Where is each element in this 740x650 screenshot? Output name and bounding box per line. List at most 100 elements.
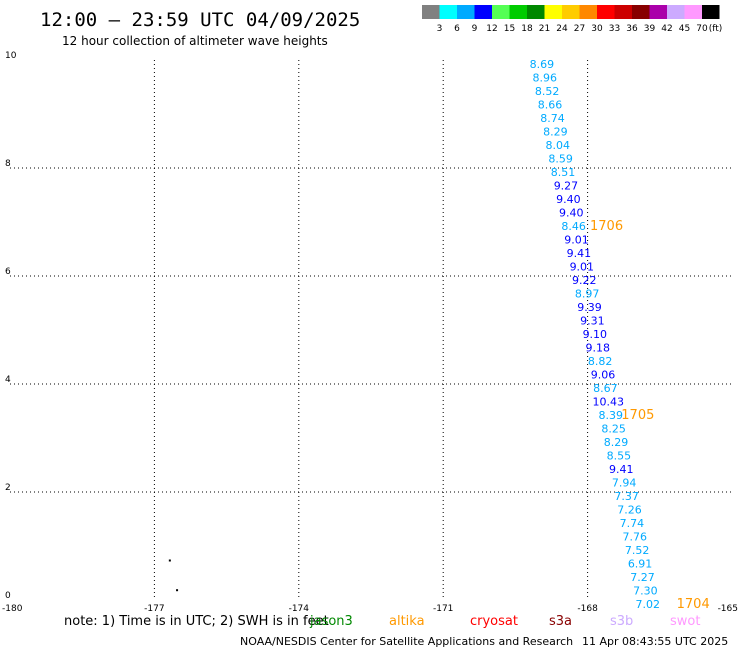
- wave-height-value: 9.27: [554, 180, 579, 193]
- land-markers: [168, 559, 179, 592]
- y-tick-label: 2: [5, 483, 11, 493]
- wave-height-value: 9.40: [559, 207, 584, 220]
- wave-height-value: 9.41: [567, 247, 592, 260]
- legend-swatch: [667, 5, 685, 19]
- x-tick-label: -180: [2, 604, 23, 614]
- wave-height-value: 8.51: [551, 166, 576, 179]
- legend-label: 12: [486, 24, 497, 34]
- legend-swatch: [562, 5, 580, 19]
- legend-label: 39: [644, 24, 656, 34]
- wave-height-value: 9.06: [591, 369, 616, 382]
- pass-number-label: 1705: [621, 408, 654, 423]
- y-tick-label: 10: [5, 51, 17, 61]
- satellite-label: s3b: [610, 614, 633, 629]
- wave-height-value: 8.55: [607, 450, 632, 463]
- legend-swatch: [492, 5, 510, 19]
- footer-credit: NOAA/NESDIS Center for Satellite Applica…: [240, 635, 573, 648]
- wave-height-value: 8.52: [535, 85, 560, 98]
- legend-swatch: [632, 5, 650, 19]
- x-tick-label: -174: [289, 604, 310, 614]
- wave-height-value: 9.10: [583, 328, 608, 341]
- color-scale-legend: 3 6 9 12 15 18 21 24 27 30 33 36 39 42 45 70 (ft): [422, 5, 722, 34]
- wave-height-value: 6.91: [628, 558, 653, 571]
- x-tick-label: -177: [144, 604, 164, 614]
- wave-height-value: 8.04: [546, 139, 571, 152]
- wave-height-value: 8.96: [533, 72, 558, 85]
- wave-height-value: 8.25: [601, 423, 626, 436]
- chart-title: 12:00 — 23:59 UTC 04/09/2025: [40, 9, 360, 31]
- wave-height-value: 8.82: [588, 355, 613, 368]
- wave-height-value: 8.66: [538, 99, 563, 112]
- legend-swatch: [649, 5, 667, 19]
- land-dot: [176, 589, 179, 592]
- wave-height-value: 7.74: [620, 517, 645, 530]
- legend-swatch: [597, 5, 615, 19]
- legend-swatch: [614, 5, 632, 19]
- wave-height-value: 7.52: [625, 544, 650, 557]
- wave-height-value: 8.46: [561, 220, 586, 233]
- legend-label: 70: [696, 24, 708, 34]
- legend-label: 30: [591, 24, 603, 34]
- wave-height-value: 9.18: [585, 342, 610, 355]
- y-tick-label: 8: [5, 159, 11, 169]
- footer-timestamp: 11 Apr 08:43:55 UTC 2025: [582, 635, 728, 648]
- y-tick-label: 0: [5, 591, 11, 601]
- legend-label: 18: [521, 24, 533, 34]
- chart-subtitle: 12 hour collection of altimeter wave hei…: [62, 34, 328, 48]
- legend-label: 36: [626, 24, 638, 34]
- legend-swatch: [457, 5, 475, 19]
- wave-height-value: 9.41: [609, 463, 634, 476]
- x-tick-label: -168: [577, 604, 598, 614]
- wave-height-value: 7.76: [623, 531, 648, 544]
- x-tick-label: -165: [718, 604, 738, 614]
- satellite-legend: jason3 altika cryosat s3a s3b swot: [309, 614, 700, 629]
- legend-label: 24: [556, 24, 568, 34]
- axes: -180 -177 -174 -171 -168 -165 0 2 4 6 8 10: [2, 51, 738, 614]
- wave-height-value: 9.39: [577, 301, 602, 314]
- wave-height-value: 8.39: [598, 409, 623, 422]
- satellite-label: s3a: [549, 614, 572, 629]
- wave-height-value: 9.01: [570, 261, 595, 274]
- wave-height-value: 9.31: [580, 315, 605, 328]
- note-text: note: 1) Time is in UTC; 2) SWH is in fe…: [64, 614, 329, 629]
- wave-height-value: 7.94: [612, 477, 637, 490]
- wave-height-value: 7.30: [633, 585, 658, 598]
- legend-label: 21: [539, 24, 550, 34]
- pass-labels: 1706 1705 1704: [590, 219, 710, 612]
- y-tick-label: 4: [5, 375, 11, 385]
- land-dot: [168, 559, 171, 562]
- satellite-label: jason3: [309, 614, 353, 629]
- legend-swatch: [422, 5, 440, 19]
- legend-label: 45: [679, 24, 690, 34]
- wave-height-value: 8.69: [530, 58, 555, 71]
- legend-swatch: [702, 5, 720, 19]
- legend-swatch: [509, 5, 527, 19]
- wave-height-value: 9.40: [556, 193, 581, 206]
- wave-height-value: 10.43: [593, 396, 625, 409]
- wave-height-value: 8.97: [575, 288, 600, 301]
- wave-height-value: 9.22: [572, 274, 597, 287]
- legend-label: 42: [661, 24, 672, 34]
- wave-height-value: 7.26: [617, 504, 642, 517]
- wave-height-value: 7.37: [614, 490, 639, 503]
- y-tick-label: 6: [5, 267, 11, 277]
- wave-height-points: 8.698.968.528.668.748.298.048.598.519.27…: [530, 58, 660, 611]
- legend-label: 33: [609, 24, 620, 34]
- wave-height-value: 8.29: [543, 126, 568, 139]
- x-tick-label: -171: [433, 604, 453, 614]
- legend-label: 9: [472, 24, 478, 34]
- legend-swatch: [439, 5, 457, 19]
- grid: [10, 60, 732, 600]
- legend-swatch: [474, 5, 492, 19]
- legend-label: 6: [454, 24, 460, 34]
- satellite-label: swot: [670, 614, 700, 629]
- legend-unit: (ft): [709, 24, 723, 34]
- legend-swatch: [684, 5, 702, 19]
- pass-number-label: 1704: [677, 597, 710, 612]
- legend-label: 15: [504, 24, 515, 34]
- satellite-label: altika: [389, 614, 425, 629]
- wave-height-value: 9.01: [564, 234, 589, 247]
- legend-label: 3: [437, 24, 443, 34]
- legend-swatch: [527, 5, 545, 19]
